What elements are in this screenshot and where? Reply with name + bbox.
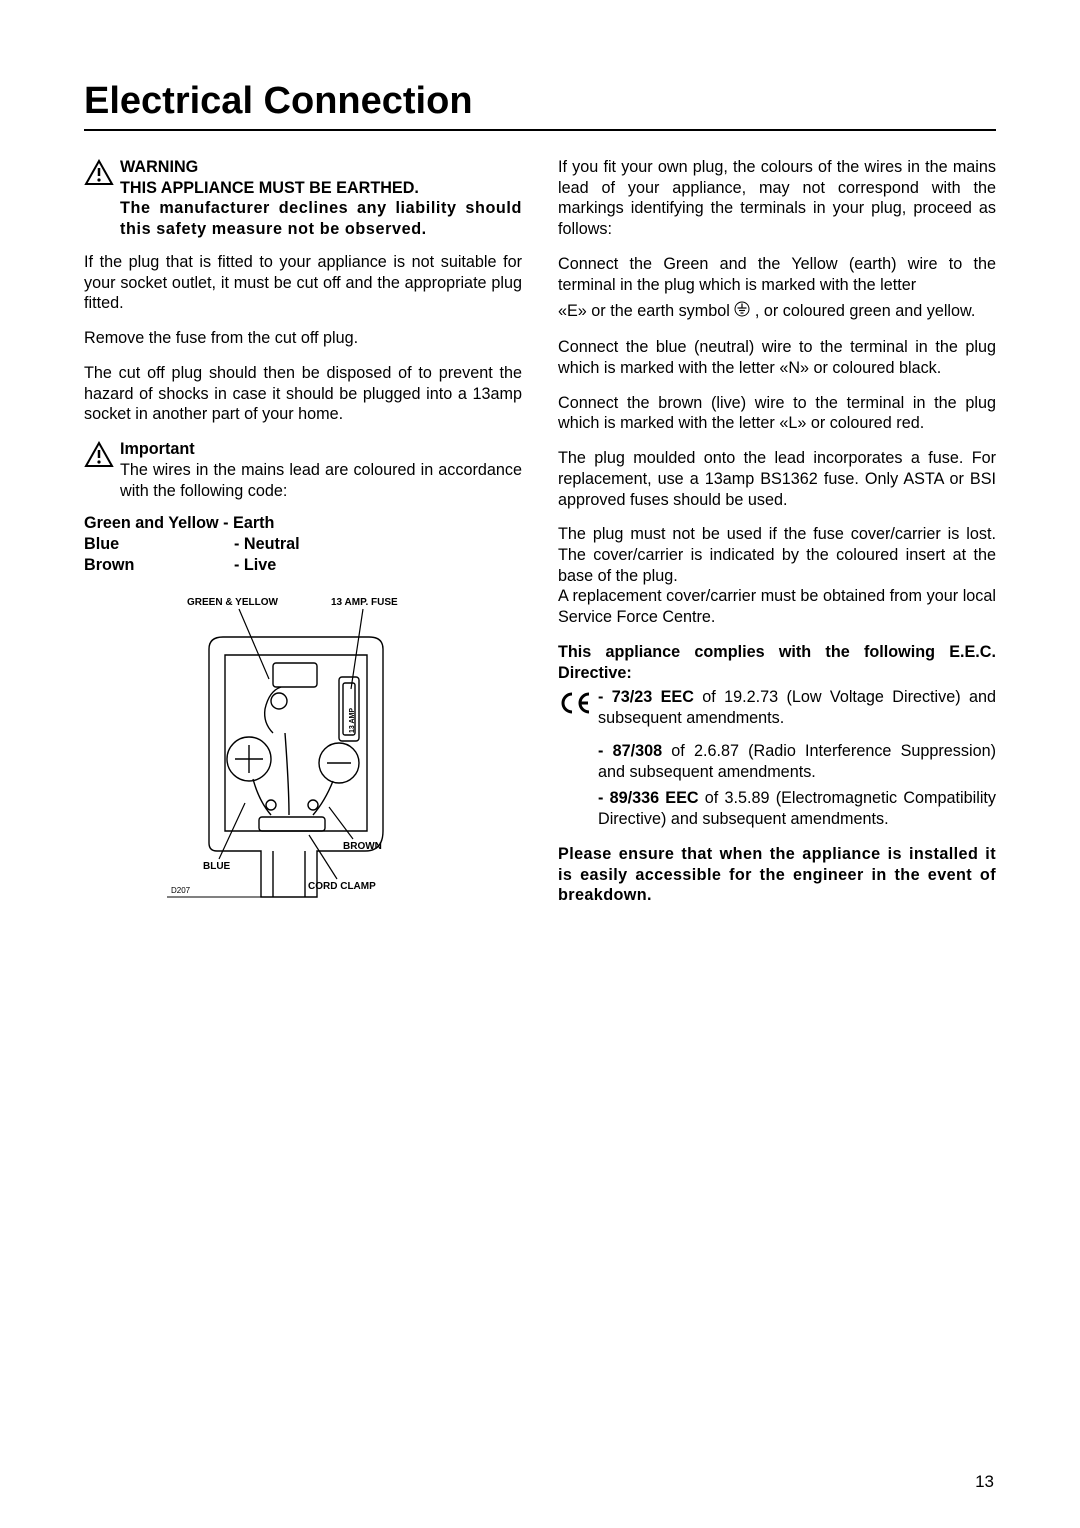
warning-text: WARNING THIS APPLIANCE MUST BE EARTHED. … xyxy=(120,157,522,240)
earth-symbol-icon xyxy=(734,301,750,323)
warning-line2: The manufacturer declines any liability … xyxy=(120,199,522,238)
warning-heading: WARNING xyxy=(120,158,198,176)
wire-row-live: Brown - Live xyxy=(84,555,522,576)
warning-block: WARNING THIS APPLIANCE MUST BE EARTHED. … xyxy=(84,157,522,240)
wire-neutral: - Neutral xyxy=(234,534,300,555)
d2-bold: - 87/308 xyxy=(598,742,662,760)
diagram-label-fuse: 13 AMP. FUSE xyxy=(331,597,398,608)
diagram-label-blue: BLUE xyxy=(203,861,231,872)
wire-row-neutral: Blue - Neutral xyxy=(84,534,522,555)
warning-icon xyxy=(84,159,114,192)
directive-heading: This appliance complies with the followi… xyxy=(558,642,996,683)
page: Electrical Connection WARNING THIS APPLI… xyxy=(0,0,1080,1528)
wire-row-earth: Green and Yellow - Earth xyxy=(84,513,522,534)
left-p1: If the plug that is fitted to your appli… xyxy=(84,252,522,314)
title-rule xyxy=(84,129,996,131)
important-body: The wires in the mains lead are coloured… xyxy=(120,461,522,500)
right-p4: Connect the brown (live) wire to the ter… xyxy=(558,393,996,434)
right-p2b-a: «E» or the earth symbol xyxy=(558,303,734,321)
right-p1: If you fit your own plug, the colours of… xyxy=(558,157,996,240)
page-number: 13 xyxy=(975,1472,994,1492)
important-text: Important The wires in the mains lead ar… xyxy=(120,439,522,501)
directive-3: - 89/336 EEC of 3.5.89 (Electromagnetic … xyxy=(598,788,996,829)
diagram-label-13amp: 13 AMP xyxy=(349,708,356,733)
directive-1-row: - 73/23 EEC of 19.2.73 (Low Voltage Dire… xyxy=(558,687,996,734)
diagram-label-green-yellow: GREEN & YELLOW xyxy=(187,597,278,608)
wire-brown: Brown xyxy=(84,555,234,576)
d1-bold: - 73/23 EEC xyxy=(598,688,694,706)
warning-line1: THIS APPLIANCE MUST BE EARTHED. xyxy=(120,179,419,197)
wire-live: - Live xyxy=(234,555,276,576)
right-footer: Please ensure that when the appliance is… xyxy=(558,844,996,906)
warning-icon xyxy=(84,441,114,474)
right-p2b: «E» or the earth symbol , or coloured gr… xyxy=(558,301,996,323)
important-block: Important The wires in the mains lead ar… xyxy=(84,439,522,501)
right-p5: The plug moulded onto the lead incorpora… xyxy=(558,448,996,510)
right-p6: The plug must not be used if the fuse co… xyxy=(558,524,996,586)
left-p3: The cut off plug should then be disposed… xyxy=(84,363,522,425)
right-p6b: A replacement cover/carrier must be obta… xyxy=(558,586,996,627)
right-column: If you fit your own plug, the colours of… xyxy=(558,157,996,920)
columns: WARNING THIS APPLIANCE MUST BE EARTHED. … xyxy=(84,157,996,920)
directive-2: - 87/308 of 2.6.87 (Radio Interference S… xyxy=(598,741,996,782)
page-title: Electrical Connection xyxy=(84,80,996,123)
plug-diagram: GREEN & YELLOW 13 AMP. FUSE BLUE BROWN C… xyxy=(84,591,522,901)
diagram-label-cord-clamp: CORD CLAMP xyxy=(308,881,376,892)
ce-mark-icon xyxy=(558,691,592,721)
right-p2: Connect the Green and the Yellow (earth)… xyxy=(558,254,996,295)
left-p2: Remove the fuse from the cut off plug. xyxy=(84,328,522,349)
right-p3: Connect the blue (neutral) wire to the t… xyxy=(558,337,996,378)
directive-1: - 73/23 EEC of 19.2.73 (Low Voltage Dire… xyxy=(598,687,996,728)
diagram-ref: D207 xyxy=(171,886,191,895)
d3-bold: - 89/336 EEC xyxy=(598,789,699,807)
right-p2b-b: , or coloured green and yellow. xyxy=(755,303,975,321)
wire-blue: Blue xyxy=(84,534,234,555)
left-column: WARNING THIS APPLIANCE MUST BE EARTHED. … xyxy=(84,157,522,920)
important-heading: Important xyxy=(120,440,195,458)
wire-colour-table: Green and Yellow - Earth Blue - Neutral … xyxy=(84,513,522,575)
